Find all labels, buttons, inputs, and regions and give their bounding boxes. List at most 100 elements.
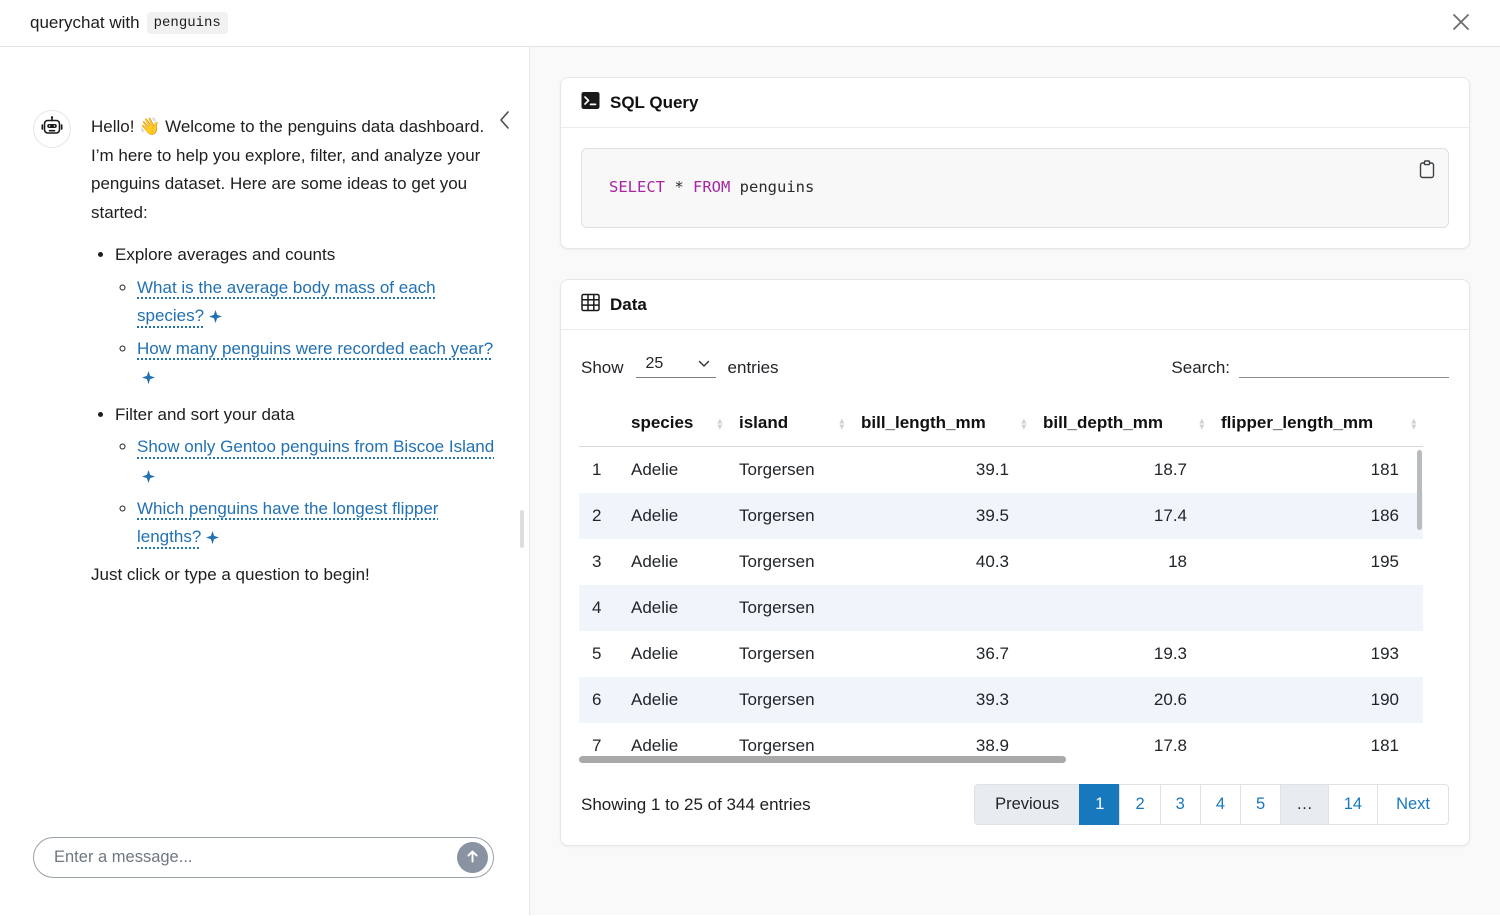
row-number-cell: 7 (592, 736, 602, 755)
pagination-button-previous: Previous (974, 784, 1081, 825)
dataset-chip: penguins (146, 12, 228, 34)
table-cell: Torgersen (739, 690, 815, 709)
table-cell: 193 (1370, 644, 1399, 663)
table-cell: 39.5 (975, 506, 1009, 525)
data-card-body: Show 25 entries Search: (561, 330, 1469, 845)
sql-query-card: SQL Query SELECT * FROM penguins (560, 77, 1470, 249)
sql-card-title: SQL Query (610, 93, 699, 112)
main-layout: Hello! 👋 Welcome to the penguins data da… (0, 47, 1500, 915)
suggestion-link[interactable]: How many penguins were recorded each yea… (137, 338, 494, 358)
row-number-header (579, 402, 621, 447)
table-row: 3 Adelie Torgersen 40.3 18 195 (579, 539, 1423, 585)
chat-sidebar: Hello! 👋 Welcome to the penguins data da… (0, 47, 530, 915)
sql-keyword: SELECT (609, 178, 665, 196)
sort-icon: ▲ ▼ (837, 415, 846, 432)
suggestion-item: How many penguins were recorded each yea… (137, 335, 495, 394)
chevron-left-icon (497, 110, 511, 133)
dashboard-content: SQL Query SELECT * FROM penguins (530, 47, 1500, 915)
sparkle-icon (209, 304, 223, 333)
column-header-label: bill_depth_mm (1043, 413, 1163, 432)
suggestion-link[interactable]: Which penguins have the longest flipper … (137, 498, 439, 547)
sql-code-block: SELECT * FROM penguins (581, 148, 1449, 228)
table-head: species ▲ ▼ island ▲ ▼ bill_length_mm ▲ ▼ bill_de… (579, 402, 1423, 447)
pagination-button-14[interactable]: 14 (1327, 784, 1379, 825)
sidebar-collapse-button[interactable] (495, 108, 513, 135)
show-label: Show (581, 358, 624, 377)
table-cell: 39.3 (975, 690, 1009, 709)
app-header: querychat with penguins (0, 0, 1500, 47)
arrow-up-icon (465, 849, 480, 867)
table-cell: Adelie (631, 736, 679, 755)
table-icon (581, 293, 600, 317)
suggestion-item: Show only Gentoo penguins from Biscoe Is… (137, 433, 495, 492)
table-cell: Torgersen (739, 552, 815, 571)
table-vertical-scrollbar-thumb[interactable] (1417, 450, 1422, 530)
chat-messages: Hello! 👋 Welcome to the penguins data da… (0, 47, 529, 589)
table-search-input[interactable] (1239, 352, 1449, 378)
table-row: 2 Adelie Torgersen 39.5 17.4 186 (579, 493, 1423, 539)
suggestion-item: Which penguins have the longest flipper … (137, 495, 495, 554)
copy-button[interactable] (1417, 158, 1437, 184)
table-cell: Torgersen (739, 460, 815, 479)
table-cell: Adelie (631, 598, 679, 617)
suggestion-link[interactable]: Show only Gentoo penguins from Biscoe Is… (137, 437, 495, 457)
table-cell: 36.7 (975, 644, 1009, 663)
table-cell: 19.3 (1153, 644, 1187, 663)
table-cell: Adelie (631, 644, 679, 663)
table-cell: 17.8 (1153, 736, 1187, 755)
pagination-button-next[interactable]: Next (1377, 784, 1449, 825)
table-cell: 18.7 (1153, 460, 1187, 479)
pagination: Previous 1 2 3 4 5… 14 Next (974, 784, 1449, 825)
sort-icon: ▲ ▼ (715, 415, 724, 432)
pagination-button-…: … (1280, 784, 1329, 825)
pagination-button-2[interactable]: 2 (1119, 784, 1161, 825)
search-group: Search: (1171, 352, 1449, 378)
data-table: species ▲ ▼ island ▲ ▼ bill_length_mm ▲ ▼ bill_de… (579, 402, 1423, 763)
table-cell: Torgersen (739, 644, 815, 663)
column-header-bill_depth_mm[interactable]: bill_depth_mm ▲ ▼ (1033, 402, 1211, 447)
data-card-header: Data (561, 280, 1469, 330)
send-button[interactable] (457, 842, 488, 873)
chevron-down-icon (698, 355, 710, 373)
pagination-button-1[interactable]: 1 (1079, 784, 1121, 825)
terminal-icon (581, 91, 600, 115)
table-cell: 195 (1370, 552, 1399, 571)
column-header-bill_length_mm[interactable]: bill_length_mm ▲ ▼ (851, 402, 1033, 447)
table-row: 6 Adelie Torgersen 39.3 20.6 190 (579, 677, 1423, 723)
close-button[interactable] (1446, 7, 1476, 40)
table-cell (1211, 585, 1423, 631)
table-cell: Adelie (631, 690, 679, 709)
suggestion-section-label: Explore averages and counts (115, 245, 336, 265)
table-cell: 181 (1370, 736, 1399, 755)
table-info: Showing 1 to 25 of 344 entries (581, 794, 811, 814)
table-cell: Adelie (631, 552, 679, 571)
column-header-flipper_length_mm[interactable]: flipper_length_mm ▲ ▼ (1211, 402, 1423, 447)
table-row: 4 Adelie Torgersen (579, 585, 1423, 631)
pagination-button-5[interactable]: 5 (1240, 784, 1282, 825)
chat-scrollbar-thumb[interactable] (520, 510, 524, 548)
pagination-button-3[interactable]: 3 (1159, 784, 1201, 825)
chat-message-input[interactable] (33, 837, 494, 878)
table-cell: 190 (1370, 690, 1399, 709)
row-number-cell: 6 (592, 690, 602, 709)
suggestion-link[interactable]: What is the average body mass of each sp… (137, 277, 436, 326)
column-header-label: species (631, 413, 694, 432)
row-number-cell: 5 (592, 644, 602, 663)
row-number-cell: 3 (592, 552, 602, 571)
robot-icon (40, 115, 64, 144)
data-card-title: Data (610, 295, 647, 314)
sort-icon: ▲ ▼ (1197, 415, 1206, 432)
column-header-island[interactable]: island ▲ ▼ (729, 402, 851, 447)
page-length-select[interactable]: 25 (635, 355, 716, 378)
pagination-button-4[interactable]: 4 (1199, 784, 1242, 825)
closing-text: Just click or type a question to begin! (91, 564, 370, 584)
table-horizontal-scrollbar-thumb[interactable] (579, 756, 1066, 763)
table-cell: Torgersen (739, 506, 815, 525)
column-header-species[interactable]: species ▲ ▼ (621, 402, 729, 447)
table-cell: 39.1 (975, 460, 1009, 479)
sparkle-icon (142, 464, 155, 493)
page-length-value: 25 (645, 355, 664, 372)
suggestion-list: Explore averages and counts What is the a… (91, 241, 495, 553)
sparkle-icon (142, 365, 155, 394)
sparkle-icon (206, 525, 220, 554)
